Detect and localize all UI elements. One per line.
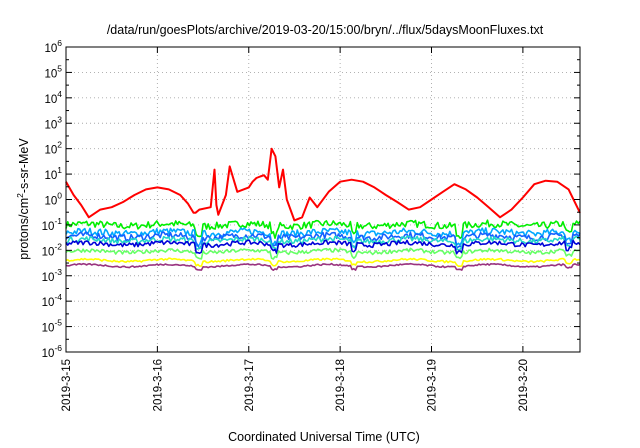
y-tick-label: 102: [44, 140, 62, 157]
y-axis-ticks: 10-6 10-5 10-4 10-3 10-2 10-1 100 101 102 103 104 1…: [42, 38, 580, 360]
flux-channel-line: [65, 257, 581, 268]
chart-title: /data/run/goesPlots/archive/2019-03-20/1…: [107, 23, 544, 37]
flux-channel-line: [65, 219, 581, 239]
y-axis-label-prefix: protons/cm: [17, 198, 31, 260]
y-tick-label: 106: [44, 38, 62, 55]
flux-channel-line: [65, 235, 581, 253]
y-tick-label: 105: [44, 63, 62, 80]
y-axis-label-superscript: 2: [15, 193, 25, 198]
y-tick-label: 10-4: [42, 292, 63, 309]
x-axis-label: Coordinated Universal Time (UTC): [228, 430, 420, 444]
flux-channel-line: [65, 227, 581, 247]
y-tick-label: 10-3: [42, 267, 63, 284]
x-tick-label: 2019-3-20: [518, 359, 530, 411]
flux-channel-line: [65, 247, 580, 260]
x-tick-label: 2019-3-17: [244, 359, 256, 411]
high-energy-flux-line: [65, 147, 581, 222]
x-tick-label: 2019-3-19: [427, 359, 439, 411]
y-tick-label: 10-6: [42, 343, 63, 360]
x-tick-label: 2019-3-15: [61, 359, 73, 411]
y-tick-label: 103: [44, 114, 62, 131]
y-tick-label: 100: [44, 191, 62, 208]
flux-channel-line: [65, 262, 581, 272]
x-tick-label: 2019-3-16: [152, 359, 164, 411]
y-axis-label-suffix: -s-sr-MeV: [17, 138, 31, 194]
series-layer: [65, 147, 581, 272]
y-tick-label: 10-1: [42, 216, 63, 233]
y-tick-label: 104: [44, 89, 62, 106]
flux-channel-line: [65, 239, 581, 255]
x-axis-ticks: 2019-3-15 2019-3-16 2019-3-17 2019-3-18 2019…: [61, 47, 530, 411]
y-axis-label: protons/cm2-s-sr-MeV: [15, 138, 31, 260]
x-tick-label: 2019-3-18: [335, 359, 347, 411]
y-tick-label: 10-5: [42, 318, 63, 335]
y-tick-label: 101: [44, 165, 62, 182]
y-tick-label: 10-2: [42, 241, 63, 258]
